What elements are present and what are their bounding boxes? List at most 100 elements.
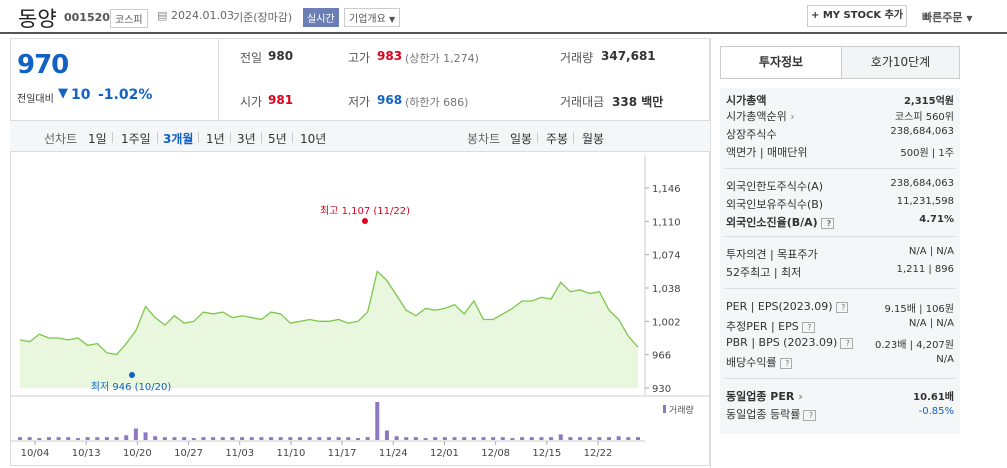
volume-bar	[626, 437, 631, 440]
realtime-badge[interactable]: 실시간	[303, 8, 339, 27]
divider	[537, 132, 538, 143]
add-mystock-button[interactable]: + MY STOCK 추가	[807, 5, 907, 27]
help-icon[interactable]: ?	[803, 410, 817, 421]
high-marker	[362, 218, 368, 224]
tab-1w[interactable]: 1주일	[121, 132, 151, 146]
x-tick-label: 12/08	[481, 448, 510, 459]
help-icon[interactable]: ?	[835, 302, 849, 313]
info-label[interactable]: 동일업종 PER ›	[726, 390, 803, 403]
tab-3m[interactable]: 3개월	[163, 132, 194, 146]
x-tick-label: 12/22	[584, 448, 613, 459]
info-value: N/A | N/A	[908, 246, 954, 257]
tab-1y[interactable]: 1년	[206, 132, 225, 146]
divider	[710, 38, 711, 468]
divider	[157, 132, 158, 143]
tab-orderbook[interactable]: 호가10단계	[841, 47, 959, 78]
info-label: 액면가 | 매매단위	[726, 146, 808, 159]
volume-bar	[549, 437, 554, 440]
change-percent: -1.02%	[98, 87, 153, 103]
tab-3y[interactable]: 3년	[237, 132, 256, 146]
info-label: PER | EPS(2023.09) ?	[726, 300, 849, 313]
volume-bar	[616, 436, 621, 440]
high-label: 고가	[348, 51, 371, 65]
volume-bar	[124, 435, 129, 440]
volume-bar	[587, 437, 592, 440]
help-icon[interactable]: ?	[820, 218, 835, 229]
volume-bar	[413, 437, 418, 440]
volume-legend-swatch	[663, 405, 666, 413]
y-tick-label: 1,002	[652, 317, 681, 328]
quick-order-label: 빠른주문	[922, 11, 963, 24]
amount-value: 338 백만	[612, 95, 664, 109]
tab-weekly[interactable]: 주봉	[546, 132, 569, 146]
divider	[112, 132, 113, 143]
volume-bar	[520, 437, 525, 440]
info-label: 동일업종 등락률 ?	[726, 406, 817, 422]
volume-bar	[278, 437, 283, 440]
volume-bar	[211, 437, 216, 440]
divider	[198, 132, 199, 143]
low-label: 저가	[348, 95, 371, 109]
volume-bar	[442, 437, 447, 440]
x-tick-label: 12/15	[532, 448, 561, 459]
help-icon[interactable]: ?	[779, 358, 793, 369]
volume-bar	[153, 436, 158, 440]
info-label: PBR | BPS (2023.09) ?	[726, 336, 854, 349]
info-value: 코스피 560위	[894, 112, 954, 123]
tab-10y[interactable]: 10년	[300, 132, 327, 146]
volume-bar	[539, 437, 544, 440]
tab-5y[interactable]: 5년	[268, 132, 287, 146]
volume-bar	[307, 437, 312, 440]
header-bar: 동양 001520 코스피 ▤ 2024.01.03 기준(장마감) 실시간 기…	[0, 0, 1007, 34]
y-tick-label: 1,074	[652, 251, 681, 262]
high-annotation: 최고 1,107 (11/22)	[320, 205, 410, 217]
lower-limit: (하한가 686)	[405, 96, 469, 109]
volume-bar	[143, 432, 148, 440]
volume-bar	[452, 437, 457, 440]
volume-bar	[75, 438, 80, 440]
volume-bar	[249, 437, 254, 440]
x-tick-label: 11/03	[225, 448, 254, 459]
volume-bar	[558, 434, 563, 440]
x-tick-label: 10/27	[174, 448, 203, 459]
tab-1d[interactable]: 1일	[88, 132, 107, 146]
low-annotation: 최저 946 (10/20)	[91, 381, 172, 393]
prev-close-label: 전일	[240, 51, 263, 65]
volume-bar	[220, 437, 225, 440]
invest-info-table: 시가총액 2,315억원 시가총액순위 › 코스피 560위 상장주식수 238,684,…	[720, 88, 960, 434]
market-badge: 코스피	[110, 9, 148, 28]
volume-bar	[404, 437, 409, 440]
help-icon[interactable]: ?	[840, 338, 854, 349]
divider	[230, 132, 231, 143]
open-value: 981	[268, 93, 294, 107]
volume-bar	[607, 437, 612, 440]
volume-bar	[433, 437, 438, 440]
price-chart[interactable]: 1,146 1,110 1,074 1,038 1,002 966 930 최고 1,107 …	[0, 0, 712, 468]
volume-bar	[481, 437, 486, 440]
volume-bar	[471, 437, 476, 440]
volume-bar	[491, 437, 496, 440]
quick-order-link[interactable]: 빠른주문 ▼	[922, 9, 972, 25]
info-label: 상장주식수	[726, 128, 777, 141]
volume-bar	[317, 437, 322, 440]
volume-bar	[66, 437, 71, 440]
company-overview-button[interactable]: 기업개요 ▼	[344, 8, 401, 27]
volume-bar	[85, 437, 90, 440]
tab-monthly[interactable]: 월봉	[582, 132, 605, 146]
volume-bar	[298, 437, 303, 440]
y-tick-label: 966	[652, 351, 671, 362]
change-value: 10	[71, 87, 91, 103]
volume-legend-label: 거래량	[669, 404, 694, 416]
info-label[interactable]: 시가총액순위 ›	[726, 110, 795, 123]
tab-invest-info[interactable]: 투자정보	[721, 47, 841, 78]
divider	[573, 132, 574, 143]
open-label: 시가	[240, 95, 263, 109]
volume-bar	[384, 430, 389, 440]
info-value: 11,231,598	[896, 196, 954, 207]
volume-bar	[18, 437, 22, 440]
volume-bar	[201, 437, 206, 440]
y-tick-label: 1,038	[652, 284, 681, 295]
volume-bar	[597, 437, 602, 440]
help-icon[interactable]: ?	[801, 322, 815, 333]
tab-daily[interactable]: 일봉	[510, 132, 533, 146]
